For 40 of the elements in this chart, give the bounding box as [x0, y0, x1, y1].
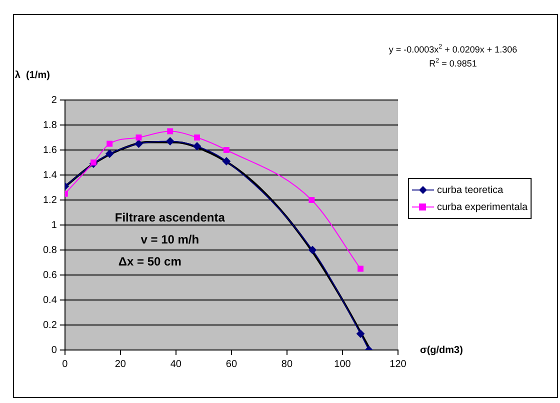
point [166, 137, 174, 146]
legend-label: curba experimentala [437, 202, 528, 213]
point [308, 246, 317, 254]
y-tick-label: 1.6 [42, 144, 58, 156]
x-tick-label: 20 [114, 358, 126, 370]
y-tick-label: 0.8 [42, 244, 58, 256]
point [134, 140, 143, 148]
x-tick-label: 80 [281, 358, 293, 370]
point [358, 266, 364, 272]
y-tick-label: 0.6 [42, 270, 58, 281]
point [193, 142, 202, 150]
point [90, 160, 96, 166]
y-tick-label: 2 [51, 94, 58, 106]
y-tick-label: 0.4 [42, 294, 58, 306]
y-tick-label: 1.8 [42, 120, 58, 131]
y-tick-label: 1 [51, 220, 58, 231]
y-axis-title: λ (1/m) [14, 70, 50, 81]
point [106, 150, 114, 158]
x-axis-title: σ(g/dm3) [420, 344, 463, 356]
x-tick-label: 60 [226, 358, 238, 370]
annotation: Δx = 50 cm [118, 254, 182, 268]
x-tick-label: 40 [170, 358, 182, 370]
point [136, 134, 142, 140]
point [222, 157, 230, 166]
y-tick-label: 1.4 [42, 170, 58, 181]
y-tick-label: 0 [51, 344, 58, 356]
point [308, 197, 315, 203]
point [167, 128, 174, 134]
legend-label: curba teoretica [437, 184, 504, 196]
point [223, 147, 230, 153]
point [356, 330, 365, 338]
x-tick-label: 0 [62, 358, 68, 370]
annotation: Filtrare ascendenta [114, 210, 226, 224]
annotation: v = 10 m/h [140, 232, 200, 246]
x-tick-label: 120 [390, 358, 407, 370]
y-tick-label: 1.2 [42, 194, 58, 206]
point [106, 140, 113, 147]
y-tick-label: 0.2 [42, 320, 58, 331]
point [194, 134, 200, 140]
x-tick-label: 100 [334, 358, 352, 370]
